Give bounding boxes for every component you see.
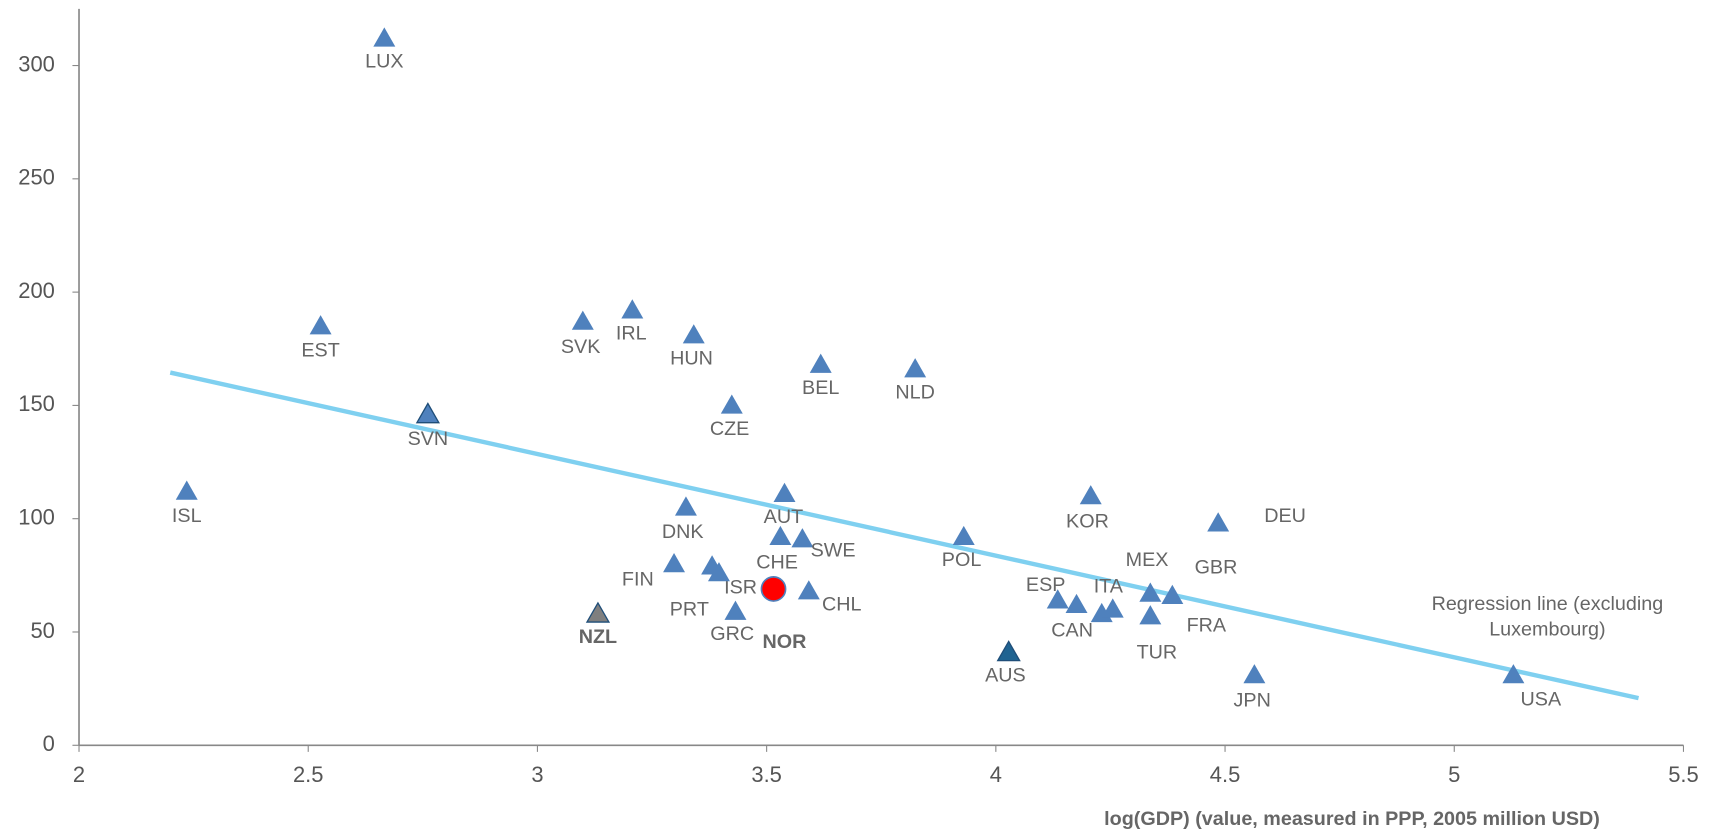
- y-tick-label: 300: [18, 51, 55, 76]
- point-label: CHE: [756, 551, 798, 573]
- x-tick-label: 2: [73, 762, 85, 787]
- highlight-point: [760, 576, 787, 602]
- y-tick-label: 250: [18, 165, 55, 190]
- point: [904, 358, 927, 378]
- point-label: CHL: [822, 594, 862, 616]
- point: [1046, 589, 1069, 609]
- point-label: ITA: [1094, 576, 1124, 598]
- y-tick-label: 50: [30, 618, 54, 643]
- x-tick-label: 4.5: [1210, 762, 1240, 787]
- point-label: TUR: [1137, 642, 1178, 664]
- y-tick-label: 150: [18, 391, 55, 416]
- point: [674, 496, 697, 516]
- point-label: NLD: [895, 382, 935, 404]
- y-tick-label: 100: [18, 504, 55, 529]
- point-label: HUN: [670, 348, 713, 370]
- point: [720, 394, 743, 414]
- point-label: FRA: [1187, 615, 1227, 637]
- point-label: ESP: [1026, 574, 1066, 596]
- point-label: MEX: [1126, 549, 1169, 571]
- point: [1079, 485, 1102, 505]
- point: [1161, 584, 1184, 604]
- point: [621, 299, 644, 319]
- point-label: AUS: [985, 665, 1026, 687]
- point-label: BEL: [802, 377, 839, 399]
- x-tick-label: 3: [531, 762, 543, 787]
- point-label: SVN: [408, 428, 449, 450]
- point: [952, 525, 975, 546]
- point-label: SWE: [811, 539, 856, 561]
- annotation: DEU: [1264, 505, 1306, 527]
- point-label: FIN: [622, 569, 654, 591]
- point-label: GRC: [710, 623, 754, 645]
- point: [175, 480, 198, 500]
- highlight-label: NOR: [763, 631, 807, 653]
- point: [373, 27, 396, 47]
- x-tick-label: 5.5: [1668, 762, 1699, 787]
- point-label: KOR: [1066, 511, 1109, 533]
- point-label: USA: [1521, 689, 1562, 711]
- point: [415, 402, 440, 424]
- point-label: AUT: [764, 506, 804, 528]
- y-tick-label: 0: [43, 731, 55, 756]
- point: [585, 601, 611, 623]
- point-label: PRT: [670, 599, 709, 621]
- point-label: GBR: [1195, 556, 1238, 578]
- point-label: CAN: [1051, 619, 1093, 641]
- x-tick-label: 2.5: [293, 762, 324, 787]
- point: [1139, 582, 1162, 602]
- point: [707, 562, 730, 582]
- point-label: SVK: [561, 336, 601, 358]
- point: [682, 324, 705, 344]
- point: [769, 525, 792, 546]
- regression-line: [169, 370, 1640, 701]
- point: [797, 580, 820, 600]
- point-label: JPN: [1234, 690, 1271, 712]
- y-tick-label: 200: [18, 278, 55, 303]
- regression-label: Luxembourg): [1489, 618, 1605, 640]
- point: [724, 600, 747, 620]
- x-tick-label: 4: [990, 762, 1002, 787]
- point-label: LUX: [365, 51, 403, 73]
- point-label: DNK: [662, 521, 704, 543]
- point: [571, 310, 594, 330]
- point: [1243, 664, 1266, 684]
- point: [309, 315, 332, 335]
- point: [1139, 605, 1162, 625]
- point-label: IRL: [616, 323, 647, 345]
- x-axis-title: log(GDP) (value, measured in PPP, 2005 m…: [1104, 808, 1600, 830]
- point-label: CZE: [710, 418, 749, 440]
- regression-label: Regression line (excluding: [1432, 593, 1664, 615]
- x-tick-label: 5: [1448, 762, 1460, 787]
- point-label: ISR: [724, 576, 757, 598]
- point: [791, 528, 814, 548]
- point: [1101, 598, 1124, 618]
- point: [773, 482, 796, 503]
- point-label: ISL: [172, 505, 202, 527]
- point: [809, 353, 832, 373]
- point: [996, 640, 1021, 662]
- point: [1502, 664, 1525, 684]
- point: [1065, 593, 1088, 614]
- point-label: POL: [942, 549, 982, 571]
- point-label: EST: [301, 340, 339, 362]
- point: [663, 553, 686, 573]
- point: [1207, 512, 1230, 532]
- point-label: NZL: [579, 626, 617, 648]
- x-tick-label: 3.5: [751, 762, 782, 787]
